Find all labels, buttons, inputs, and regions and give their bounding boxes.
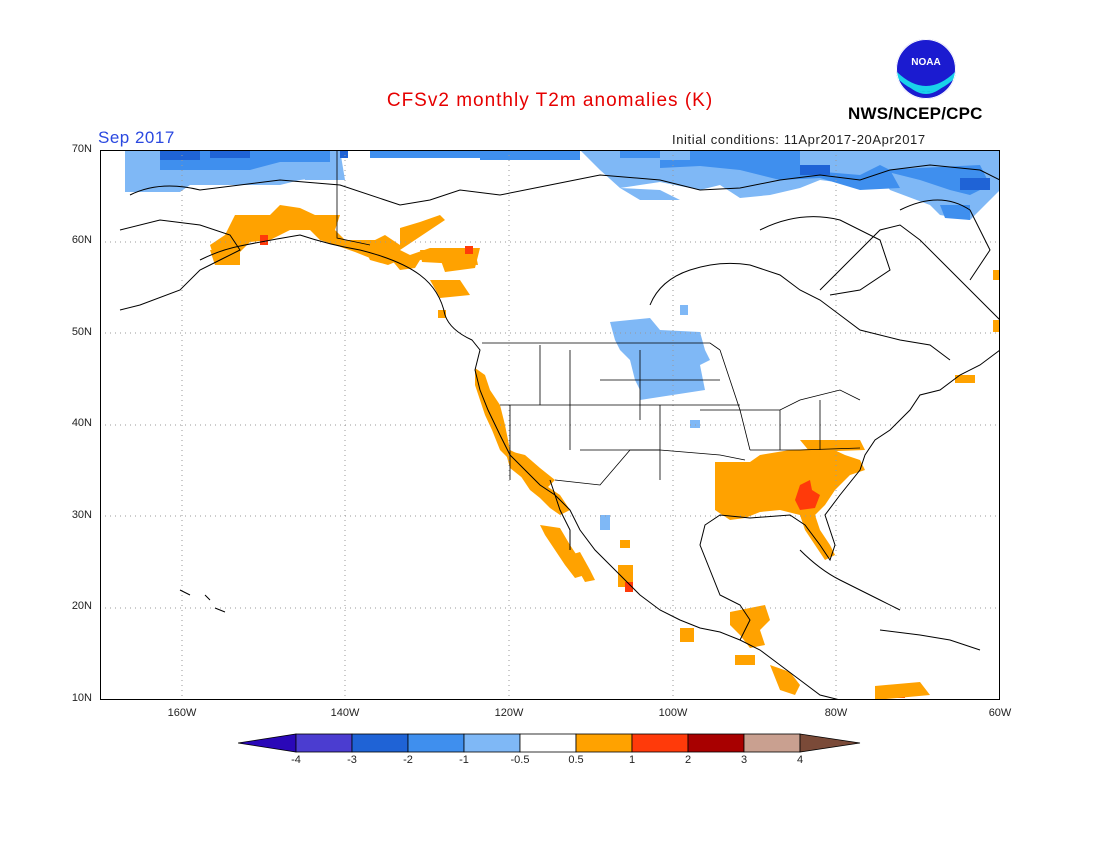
forecast-map xyxy=(100,150,1000,700)
colorbar-swatch xyxy=(295,733,353,753)
coastlines xyxy=(119,164,1000,700)
southeast-warm-anomaly xyxy=(715,440,865,560)
alaska-warm-anomaly xyxy=(210,205,480,318)
colorbar-label: 4 xyxy=(796,754,804,766)
colorbar-swatch xyxy=(631,733,689,753)
map-title: CFSv2 monthly T2m anomalies (K) xyxy=(386,90,714,111)
colorbar-swatch xyxy=(687,733,745,753)
noaa-logo: NOAA xyxy=(896,39,956,99)
lon-label-60w: 60W xyxy=(988,707,1012,719)
arctic-deep-cold xyxy=(160,150,990,190)
map-gridlines xyxy=(100,150,1000,700)
plains-cold-anomaly xyxy=(600,305,710,530)
lat-label-10n: 10N xyxy=(71,692,92,704)
colorbar-label: -0.5 xyxy=(510,754,530,766)
political-boundaries xyxy=(336,150,861,486)
lat-label-20n: 20N xyxy=(71,600,92,612)
colorbar-swatch xyxy=(463,733,521,753)
colorbar-swatch xyxy=(519,733,577,753)
colorbar-label: -1 xyxy=(459,754,469,766)
colorbar-swatch xyxy=(407,733,465,753)
lon-label-160w: 160W xyxy=(167,707,197,719)
colorbar-label: -3 xyxy=(347,754,357,766)
colorbar-swatch xyxy=(743,733,801,753)
lon-label-140w: 140W xyxy=(330,707,360,719)
lon-label-100w: 100W xyxy=(658,707,688,719)
colorbar xyxy=(238,733,861,753)
colorbar-label: -4 xyxy=(291,754,301,766)
colorbar-label: 1 xyxy=(628,754,636,766)
colorbar-label: -2 xyxy=(403,754,413,766)
colorbar-swatch xyxy=(575,733,633,753)
lat-label-50n: 50N xyxy=(71,326,92,338)
colorbar-swatch xyxy=(351,733,409,753)
forecast-month: Sep 2017 xyxy=(98,128,175,147)
colorbar-arrow-low xyxy=(238,733,297,753)
colorbar-label: 2 xyxy=(684,754,692,766)
colorbar-label: 0.5 xyxy=(568,754,584,766)
initial-conditions: Initial conditions: 11Apr2017-20Apr2017 xyxy=(672,132,926,147)
logo-text: NOAA xyxy=(911,57,940,68)
lat-label-70n: 70N xyxy=(71,143,92,155)
lon-label-120w: 120W xyxy=(494,707,524,719)
pacific-coast-warm xyxy=(475,368,633,587)
lon-label-80w: 80W xyxy=(824,707,848,719)
lat-label-40n: 40N xyxy=(71,417,92,429)
central-america-warm xyxy=(680,270,1000,700)
colorbar-arrow-high xyxy=(799,733,861,753)
lat-label-30n: 30N xyxy=(71,509,92,521)
colorbar-label: 3 xyxy=(740,754,748,766)
lat-label-60n: 60N xyxy=(71,234,92,246)
agency-label: NWS/NCEP/CPC xyxy=(848,104,983,123)
arctic-strong-cold xyxy=(160,150,990,220)
